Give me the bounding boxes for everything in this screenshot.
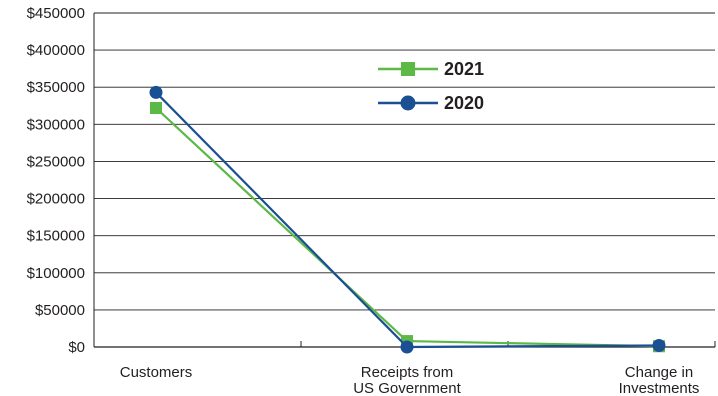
y-tick-label: $200000 (27, 191, 85, 208)
data-point-2020 (149, 85, 163, 99)
data-point-2020 (652, 339, 666, 353)
y-tick-label: $0 (68, 339, 85, 356)
legend-label-2020: 2020 (444, 93, 484, 113)
legend-marker-2021 (401, 62, 415, 76)
x-tick-label: Receipts from US Government (353, 364, 461, 396)
x-axis-tick-labels: Customers Receipts from US Government Chang… (120, 364, 700, 396)
y-tick-label: $50000 (35, 302, 85, 319)
data-point-2020 (400, 340, 414, 354)
legend-marker-2020 (400, 95, 416, 111)
data-point-2021 (150, 102, 162, 115)
legend-label-2021: 2021 (444, 59, 484, 79)
gridlines (94, 12, 715, 348)
y-tick-label: $450000 (27, 5, 85, 22)
legend: 2021 2020 (378, 59, 484, 113)
y-tick-label: $300000 (27, 116, 85, 133)
series-layer (149, 85, 666, 354)
y-tick-label: $100000 (27, 265, 85, 282)
y-tick-label: $400000 (27, 42, 85, 59)
y-axis-tick-labels: $0 $50000 $100000 $150000 $200000 $250000 $300… (27, 5, 85, 356)
series-line-2021 (155, 107, 660, 348)
series-line-2020 (155, 91, 660, 349)
x-tick-label: Customers (120, 364, 193, 381)
y-tick-label: $150000 (27, 228, 85, 245)
y-tick-label: $350000 (27, 79, 85, 96)
y-tick-label: $250000 (27, 153, 85, 170)
x-tick-label: Change in Investments (619, 364, 700, 396)
